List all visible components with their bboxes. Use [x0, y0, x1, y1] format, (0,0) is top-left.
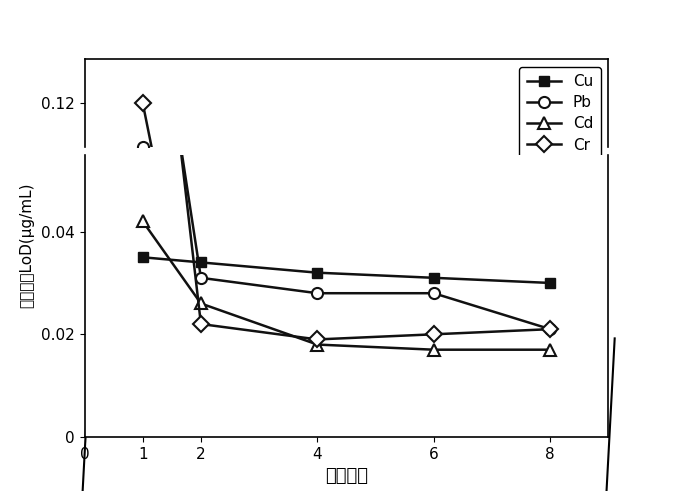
Cr [430, 394, 438, 400]
Cu [546, 365, 554, 371]
Pb [139, 144, 147, 150]
Cr [197, 388, 205, 394]
Cd [546, 403, 554, 409]
Cu [139, 350, 147, 356]
Cr [139, 100, 147, 106]
Cd [313, 400, 321, 406]
Pb [430, 371, 438, 377]
X-axis label: 制样次数: 制样次数 [325, 467, 368, 485]
Line: Cd: Cd [137, 327, 556, 411]
Pb [546, 391, 554, 397]
Legend: Cu, Pb, Cd, Cr: Cu, Pb, Cd, Cr [519, 67, 601, 160]
Cu [430, 362, 438, 368]
Cd [197, 377, 205, 382]
Cd [139, 329, 147, 335]
Line: Cr: Cr [137, 98, 556, 406]
Line: Pb: Pb [137, 141, 556, 400]
Cr [546, 391, 554, 397]
Cu [313, 359, 321, 365]
Pb [197, 362, 205, 368]
Line: Cu: Cu [138, 348, 555, 373]
Pb [313, 371, 321, 377]
Cd [430, 403, 438, 409]
Cu [197, 353, 205, 359]
Cr [313, 397, 321, 403]
Text: 检测极限LoD(μg/mL): 检测极限LoD(μg/mL) [20, 183, 34, 308]
